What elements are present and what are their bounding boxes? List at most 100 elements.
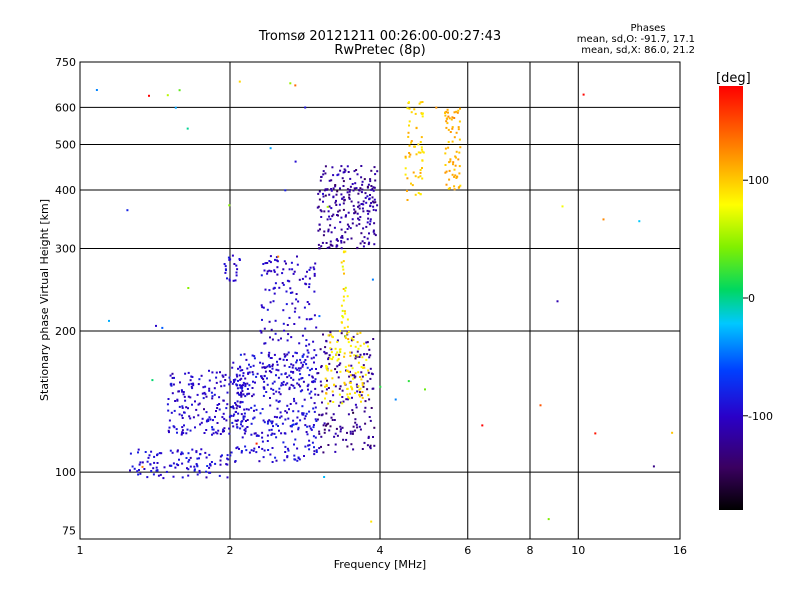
data-point [272, 392, 275, 395]
data-point [421, 167, 423, 169]
data-point [184, 399, 187, 402]
data-point [261, 362, 264, 365]
data-point [278, 286, 281, 289]
data-point [263, 342, 266, 345]
data-point [346, 445, 349, 448]
data-point [361, 356, 364, 359]
data-point [241, 425, 244, 428]
data-point [304, 415, 307, 418]
data-point [238, 393, 240, 396]
data-point [297, 383, 300, 386]
data-point [335, 238, 338, 241]
data-point [332, 401, 335, 403]
data-point [275, 368, 278, 371]
data-point [286, 353, 289, 356]
data-point [359, 376, 361, 378]
data-point [453, 175, 456, 178]
data-points [95, 80, 674, 523]
data-point [373, 243, 376, 246]
grid [80, 62, 680, 539]
data-point [339, 351, 342, 353]
data-point [351, 409, 354, 412]
data-point [229, 380, 232, 383]
data-point [457, 158, 460, 161]
data-point [327, 402, 330, 405]
data-point [297, 426, 300, 429]
data-point [357, 385, 360, 388]
data-point [246, 393, 249, 396]
data-point [252, 373, 255, 376]
data-point [365, 201, 368, 204]
data-point [274, 282, 277, 285]
data-point [290, 261, 293, 264]
data-point [310, 367, 313, 370]
data-point [326, 205, 329, 208]
x-tick-labels: 1 2 4 6 8 10 16 [77, 544, 688, 557]
data-point [238, 406, 241, 408]
data-point [296, 368, 299, 371]
data-point [366, 388, 369, 391]
data-point [314, 378, 317, 381]
data-point [228, 376, 231, 379]
data-point [444, 171, 447, 174]
data-point [336, 174, 339, 177]
data-point [250, 449, 253, 452]
data-point [193, 469, 196, 472]
data-point [602, 218, 605, 221]
data-point [329, 425, 332, 428]
data-point [287, 351, 290, 354]
data-point [235, 274, 238, 277]
data-point [275, 390, 278, 393]
data-point [341, 236, 344, 239]
data-point [245, 408, 248, 411]
data-point [373, 198, 376, 201]
data-point [308, 425, 311, 428]
data-point [347, 398, 349, 401]
data-point [322, 200, 324, 203]
data-point [274, 258, 276, 261]
data-point [356, 354, 359, 357]
data-point [252, 449, 255, 452]
data-point [320, 384, 323, 387]
data-point [315, 354, 318, 357]
data-point [168, 419, 171, 422]
data-point [261, 318, 263, 321]
data-point [298, 378, 301, 381]
data-point [337, 210, 340, 213]
data-point [261, 408, 264, 410]
data-point [215, 376, 218, 379]
data-point [323, 476, 326, 478]
data-point [243, 415, 246, 418]
data-point [301, 377, 304, 379]
data-point [299, 358, 302, 361]
data-point [352, 189, 355, 192]
data-point [445, 120, 448, 123]
data-point [458, 172, 461, 175]
data-point [166, 94, 169, 97]
data-point [201, 392, 204, 395]
data-point [334, 201, 337, 204]
data-point [262, 456, 265, 459]
data-point [330, 231, 333, 234]
data-point [233, 381, 235, 384]
data-point [293, 323, 296, 325]
data-point [347, 396, 350, 399]
data-point [292, 371, 295, 373]
data-point [272, 388, 275, 391]
data-point [277, 255, 280, 258]
data-point [261, 440, 264, 443]
data-point [286, 404, 289, 407]
data-point [449, 131, 452, 133]
data-point [258, 460, 261, 463]
data-point [261, 431, 264, 434]
data-point [361, 240, 364, 243]
data-point [369, 178, 372, 181]
data-point [323, 428, 326, 431]
data-point [340, 304, 343, 307]
data-point [351, 430, 354, 433]
data-point [325, 339, 328, 342]
data-point [346, 191, 349, 194]
data-point [338, 404, 341, 407]
data-point [266, 377, 268, 380]
data-point [208, 453, 211, 456]
